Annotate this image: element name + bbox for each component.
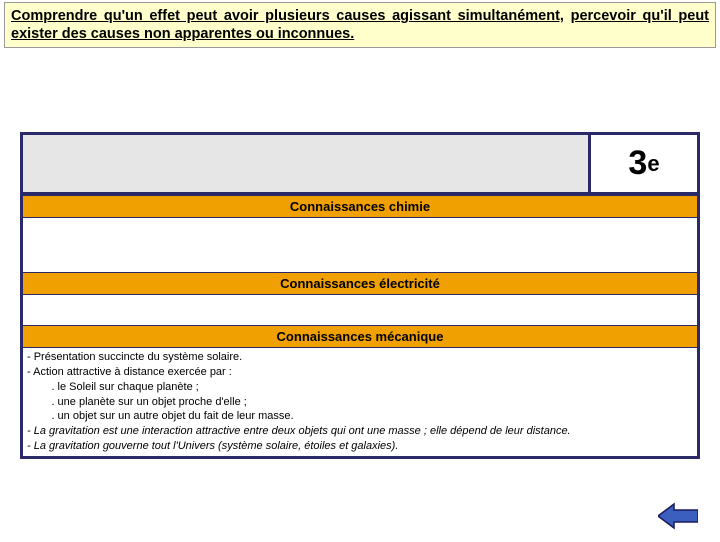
- title-banner: Comprendre qu'un effet peut avoir plusie…: [4, 2, 716, 48]
- grade-row: 3e: [23, 135, 697, 195]
- mech-line: . le Soleil sur chaque planète ;: [27, 380, 693, 395]
- section-body-electricite: [23, 295, 697, 325]
- section-body-chimie: [23, 218, 697, 272]
- mech-line: - La gravitation est une interaction att…: [27, 424, 693, 439]
- mech-line: . une planète sur un objet proche d'elle…: [27, 395, 693, 410]
- section-body-mecanique: - Présentation succincte du système sola…: [23, 348, 697, 456]
- mech-line: - Action attractive à distance exercée p…: [27, 365, 693, 380]
- mech-line: - La gravitation gouverne tout l'Univers…: [27, 439, 693, 454]
- back-arrow-icon: [658, 502, 698, 530]
- section-header-electricite: Connaissances électricité: [23, 272, 697, 295]
- mech-line: . un objet sur un autre objet du fait de…: [27, 409, 693, 424]
- grade-row-spacer: [23, 135, 591, 195]
- grade-level-cell: 3e: [591, 135, 697, 195]
- title-line-1: Comprendre qu'un effet peut avoir plusie…: [11, 8, 564, 24]
- grade-number: 3: [628, 144, 647, 183]
- content-table: 3e Connaissances chimie Connaissances él…: [20, 132, 700, 459]
- mech-line: - Présentation succincte du système sola…: [27, 350, 693, 365]
- back-button[interactable]: [658, 502, 698, 530]
- section-header-chimie: Connaissances chimie: [23, 195, 697, 218]
- section-header-mecanique: Connaissances mécanique: [23, 325, 697, 348]
